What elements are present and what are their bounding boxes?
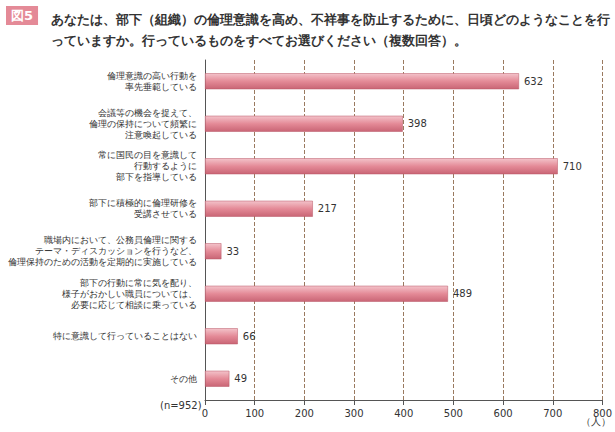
svg-text:800: 800	[593, 408, 612, 419]
svg-text:倫理意識の高い行動を: 倫理意識の高い行動を	[107, 71, 197, 81]
svg-text:テーマ・ディスカッションを行うなど、: テーマ・ディスカッションを行うなど、	[35, 246, 197, 256]
svg-text:398: 398	[408, 118, 427, 129]
svg-text:行動するように: 行動するように	[134, 161, 197, 171]
svg-text:600: 600	[494, 408, 513, 419]
svg-text:常に国民の目を意識して: 常に国民の目を意識して	[98, 150, 197, 160]
svg-text:率先垂範している: 率先垂範している	[125, 82, 197, 92]
svg-text:受講させている: 受講させている	[134, 209, 197, 219]
svg-text:33: 33	[226, 246, 239, 257]
svg-text:っていますか。行っているものをすべてお選びください（複数回答: っていますか。行っているものをすべてお選びください（複数回答）。	[51, 33, 467, 48]
svg-text:あなたは、部下（組織）の倫理意識を高め、不祥事を防止するため: あなたは、部下（組織）の倫理意識を高め、不祥事を防止するために、日頃どのようなこ…	[51, 12, 610, 27]
svg-text:特に意識して行っていることはない: 特に意識して行っていることはない	[53, 331, 197, 341]
svg-text:700: 700	[543, 408, 562, 419]
svg-text:部下の行動に常に気を配り、: 部下の行動に常に気を配り、	[80, 278, 197, 288]
svg-text:49: 49	[234, 373, 247, 384]
svg-text:部下を指導している: 部下を指導している	[116, 172, 197, 182]
svg-text:必要に応じて相談に乗っている: 必要に応じて相談に乗っている	[71, 300, 197, 310]
svg-text:400: 400	[394, 408, 413, 419]
svg-text:その他: その他	[170, 374, 197, 384]
svg-text:会議等の機会を捉えて、: 会議等の機会を捉えて、	[98, 108, 197, 118]
svg-text:倫理の保持について頻繁に: 倫理の保持について頻繁に	[89, 119, 197, 129]
svg-text:部下に積極的に倫理研修を: 部下に積極的に倫理研修を	[89, 198, 197, 208]
svg-text:注意喚起している: 注意喚起している	[125, 130, 197, 140]
svg-text:倫理保持のための活動を定期的に実施している: 倫理保持のための活動を定期的に実施している	[8, 257, 197, 267]
svg-text:100: 100	[245, 408, 264, 419]
svg-text:図5: 図5	[11, 8, 33, 23]
svg-text:（人）: （人）	[581, 415, 611, 427]
svg-text:710: 710	[563, 161, 582, 172]
svg-text:300: 300	[344, 408, 363, 419]
svg-text:職場内において、公務員倫理に関する: 職場内において、公務員倫理に関する	[44, 235, 197, 245]
svg-text:500: 500	[444, 408, 463, 419]
svg-text:489: 489	[453, 288, 472, 299]
svg-text:0: 0	[202, 408, 208, 419]
svg-text:様子がおかしい職員については、: 様子がおかしい職員については、	[62, 289, 197, 299]
svg-text:(n=952): (n=952)	[160, 400, 202, 411]
svg-text:632: 632	[524, 76, 543, 87]
svg-text:217: 217	[318, 203, 337, 214]
svg-text:66: 66	[243, 331, 256, 342]
svg-text:200: 200	[295, 408, 314, 419]
